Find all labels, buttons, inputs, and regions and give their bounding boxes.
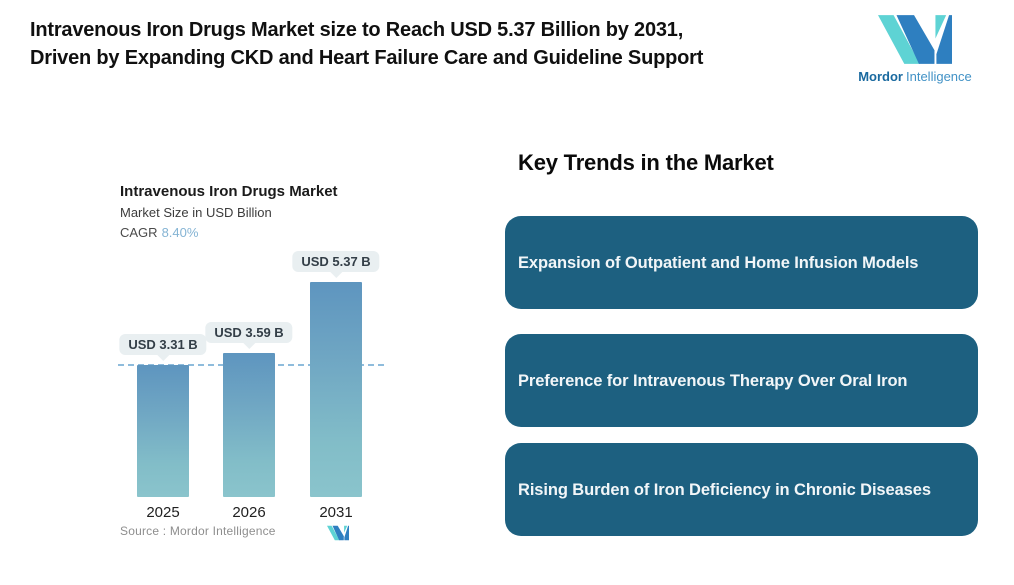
trend-card-label: Rising Burden of Iron Deficiency in Chro… bbox=[518, 480, 931, 499]
trends-heading: Key Trends in the Market bbox=[518, 150, 774, 175]
chart-cagr: CAGR 8.40% bbox=[120, 225, 198, 240]
trend-card-label: Expansion of Outpatient and Home Infusio… bbox=[518, 253, 919, 272]
bar bbox=[223, 353, 275, 497]
trend-card-iron-deficiency: Rising Burden of Iron Deficiency in Chro… bbox=[505, 443, 978, 536]
bar-group-2025: USD 3.31 B 2025 bbox=[119, 250, 207, 521]
bar-group-2026: USD 3.59 B 2026 bbox=[205, 250, 293, 521]
page-title: Intravenous Iron Drugs Market size to Re… bbox=[30, 19, 704, 69]
chart-subtitle: Market Size in USD Billion bbox=[120, 205, 272, 220]
trend-card-outpatient: Expansion of Outpatient and Home Infusio… bbox=[505, 216, 978, 309]
brand-logo: Mordor Intelligence bbox=[845, 13, 985, 84]
brand-name-light: Intelligence bbox=[906, 69, 972, 84]
bar-group-2031: USD 5.37 B 2031 bbox=[292, 250, 380, 521]
x-axis-label: 2025 bbox=[146, 504, 180, 521]
bar-chart: USD 3.31 B 2025 USD 3.59 B 2026 USD 5.37… bbox=[118, 250, 386, 521]
mordor-logo-icon bbox=[878, 15, 952, 64]
x-axis-label: 2031 bbox=[319, 504, 353, 521]
cagr-value: 8.40% bbox=[161, 225, 199, 240]
bar-value-tag: USD 3.31 B bbox=[119, 333, 207, 355]
x-axis-label: 2026 bbox=[232, 504, 266, 521]
bar-value-tag: USD 5.37 B bbox=[292, 251, 380, 273]
bar-value-tag: USD 3.59 B bbox=[205, 322, 293, 344]
brand-name: Mordor Intelligence bbox=[845, 69, 985, 84]
bar bbox=[310, 282, 362, 497]
brand-name-bold: Mordor bbox=[858, 69, 903, 84]
bar bbox=[137, 364, 189, 497]
source-note: Source : Mordor Intelligence bbox=[120, 524, 276, 538]
trend-card-iv-preference: Preference for Intravenous Therapy Over … bbox=[505, 334, 978, 427]
mordor-logo-mini-icon bbox=[327, 525, 349, 541]
trend-card-label: Preference for Intravenous Therapy Over … bbox=[518, 371, 908, 390]
chart-title: Intravenous Iron Drugs Market bbox=[120, 183, 338, 200]
cagr-label: CAGR bbox=[120, 225, 158, 240]
